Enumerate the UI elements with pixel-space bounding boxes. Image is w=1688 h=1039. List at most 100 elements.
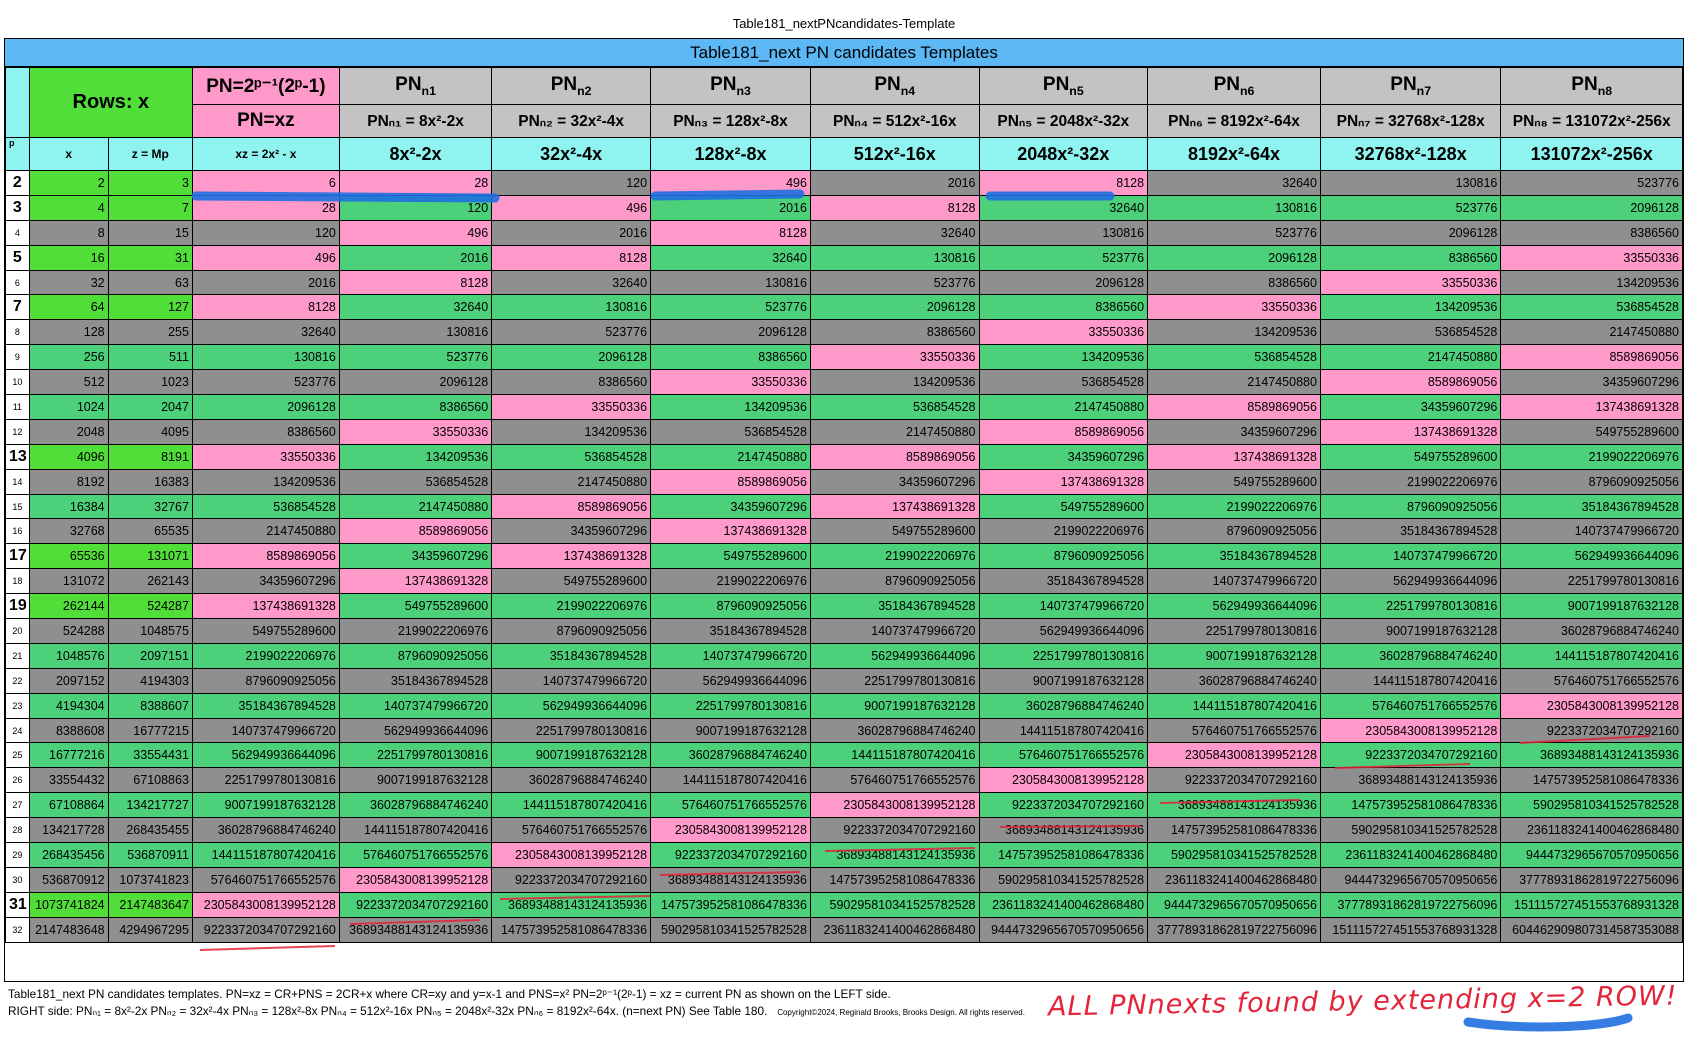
footer-notes: Table181_next PN candidates templates. P… — [8, 986, 1508, 1021]
pn-cell: 9007199187632128 — [1147, 642, 1321, 669]
pn-cell: 2199022206976 — [338, 618, 493, 644]
table-row: 25 16777216 33554431 562949936644096 2251799… — [5, 742, 1683, 769]
pn-cell: 36028796884746240 — [809, 717, 980, 744]
pn-n7-short: 32768x²-128x — [1319, 137, 1502, 171]
pn-cell: 562949936644096 — [1147, 593, 1321, 620]
x-cell: 131072 — [28, 568, 109, 595]
pn-cell: 9223372034707292160 — [650, 842, 811, 868]
pn-cell: 2305843008139952128 — [1319, 717, 1502, 744]
x-cell: 33554432 — [28, 767, 109, 794]
pn-cell: 134209536 — [1319, 294, 1502, 321]
table-row: 18 131072 262143 34359607296 137438691328 549… — [5, 568, 1683, 595]
x-cell: 16384 — [28, 493, 109, 520]
x-cell: 262144 — [28, 593, 109, 620]
pn-cell: 34359607296 — [1319, 394, 1502, 420]
pn-cell: 2305843008139952128 — [809, 792, 980, 819]
pn-cell: 9444732965670570950656 — [1147, 891, 1321, 918]
pn-cell: 8386560 — [978, 294, 1149, 321]
pn-cell: 140737479966720 — [338, 692, 493, 719]
pn-cell: 32640 — [191, 319, 340, 346]
pn-cell: 9223372034707292160 — [978, 792, 1149, 819]
pn-cell: 523776 — [338, 344, 493, 371]
pn-cell: 137438691328 — [191, 593, 340, 620]
z-cell: 131071 — [107, 543, 193, 570]
pn-cell: 144115187807420416 — [650, 767, 811, 794]
pn-cell: 32640 — [650, 244, 811, 271]
footer-line-2-text: RIGHT side: PNₙ₁ = 8x²-2x PNₙ₂ = 32x²-4x… — [8, 1004, 768, 1018]
pn-cell: 144115187807420416 — [1147, 692, 1321, 719]
x-cell: 134217728 — [28, 817, 109, 844]
z-cell: 16383 — [107, 468, 193, 495]
pn-name: PN — [874, 74, 901, 96]
pn-n2-formula: PNₙ₂ = 32x²-4x — [491, 104, 652, 138]
pn-cell: 9444732965670570950656 — [978, 916, 1149, 943]
pn-cell: 2199022206976 — [978, 518, 1149, 545]
xz-label: xz = 2x² - x — [191, 137, 340, 171]
pn-cell: 137438691328 — [1319, 418, 1502, 445]
pn-cell: 37778931862819722756096 — [1147, 916, 1321, 943]
pn-cell: 8796090925056 — [650, 593, 811, 620]
z-cell: 524287 — [107, 593, 193, 620]
data-grid: Rows: x PN=2ᵖ⁻¹(2ᵖ-1) PNn1 PNn2 PNn3 PNn… — [5, 67, 1683, 943]
pn-cell: 37778931862819722756096 — [1319, 891, 1502, 918]
pn-cell: 137438691328 — [338, 568, 493, 595]
pn-cell: 562949936644096 — [650, 667, 811, 694]
x-cell: 1024 — [28, 394, 109, 420]
p-cell: 19 — [5, 593, 30, 620]
pn-cell: 137438691328 — [1500, 394, 1683, 420]
p-label: p — [5, 137, 30, 171]
pn-cell: 2147450880 — [809, 418, 980, 445]
pn-cell: 140737479966720 — [1147, 568, 1321, 595]
p-cell: 25 — [5, 742, 30, 769]
z-cell: 7 — [107, 194, 193, 221]
pn-n8-header: PNn8 — [1500, 67, 1683, 105]
pn-cell: 151115727451553768931328 — [1319, 916, 1502, 943]
pn-cell: 2096128 — [1319, 219, 1502, 246]
pn-cell: 2251799780130816 — [491, 717, 652, 744]
pn-cell: 35184367894528 — [650, 618, 811, 644]
pn-cell: 34359607296 — [338, 543, 493, 570]
p-cell: 8 — [5, 319, 30, 346]
pn-n3-formula: PNₙ₃ = 128x²-8x — [650, 104, 811, 138]
pn-cell: 35184367894528 — [1500, 493, 1683, 520]
pn-cell: 151115727451553768931328 — [1500, 891, 1683, 918]
pn-cell: 8128 — [650, 219, 811, 246]
x-cell: 536870912 — [28, 866, 109, 893]
pn-cell: 36028796884746240 — [978, 692, 1149, 719]
pn-cell: 2016 — [650, 194, 811, 221]
table-row: 29 268435456 536870911 144115187807420416 57… — [5, 842, 1683, 868]
pn-n6-header: PNn6 — [1147, 67, 1321, 105]
pn-cell: 120 — [491, 170, 652, 196]
pn-cell: 8796090925056 — [338, 642, 493, 669]
x-cell: 1073741824 — [28, 891, 109, 918]
pn-cell: 36028796884746240 — [1500, 618, 1683, 644]
z-cell: 1048575 — [107, 618, 193, 644]
pn-cell: 9007199187632128 — [1319, 618, 1502, 644]
table-row: 17 65536 131071 8589869056 34359607296 137438… — [5, 543, 1683, 570]
pn-name: PN — [395, 74, 422, 96]
p-cell: 11 — [5, 394, 30, 420]
pn-cell: 2016 — [809, 170, 980, 196]
pn-cell: 2251799780130816 — [978, 642, 1149, 669]
pn-cell: 147573952581086478336 — [1319, 792, 1502, 819]
pn-cell: 8386560 — [1147, 269, 1321, 296]
p-cell: 4 — [5, 219, 30, 246]
pn-cell: 144115187807420416 — [191, 842, 340, 868]
x-cell: 32768 — [28, 518, 109, 545]
pn-cell: 147573952581086478336 — [809, 866, 980, 893]
pn-sub: n6 — [1240, 83, 1255, 98]
pn-cell: 549755289600 — [978, 493, 1149, 520]
pn-cell: 536854528 — [491, 443, 652, 470]
pn-cell: 604462909807314587353088 — [1500, 916, 1683, 943]
x-cell: 8388608 — [28, 717, 109, 744]
pn-cell: 2147450880 — [1500, 319, 1683, 346]
pn-cell: 2305843008139952128 — [650, 817, 811, 844]
pn-cell: 130816 — [978, 219, 1149, 246]
pn-cell: 2096128 — [1500, 194, 1683, 221]
pn-cell: 562949936644096 — [1319, 568, 1502, 595]
p-cell: 29 — [5, 842, 30, 868]
pn-cell: 140737479966720 — [191, 717, 340, 744]
pn-cell: 36893488143124135936 — [809, 842, 980, 868]
pn-cell: 2361183241400462868480 — [1147, 866, 1321, 893]
pn-cell: 2199022206976 — [491, 593, 652, 620]
